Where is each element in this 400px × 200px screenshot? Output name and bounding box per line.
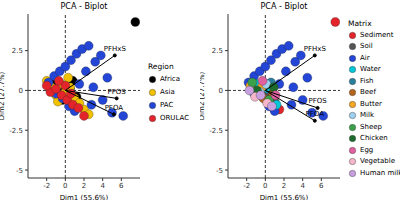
svg-text:Dim2 (27.7%): Dim2 (27.7%) [200,71,206,120]
html-text:PCA - Biplot: PCA - Biplot [60,2,108,11]
svg-text:-5: -5 [16,167,23,175]
html-text:Fish: Fish [360,76,374,85]
svg-text:0: 0 [63,182,67,190]
html-text:Water: Water [360,65,381,73]
svg-text:2: 2 [282,182,286,190]
svg-text:PFHxS: PFHxS [304,45,327,53]
html-text:Asia: Asia [160,88,175,96]
svg-text:PFOS: PFOS [308,97,327,105]
svg-text:-2.5: -2.5 [209,127,223,135]
svg-text:PFOS: PFOS [108,88,127,96]
html-text:Matrix: Matrix [348,19,372,28]
html-text:Sheep: Sheep [360,122,382,131]
svg-text:0: 0 [19,87,23,95]
svg-text:0: 0 [219,87,223,95]
svg-text:Dim1 (55.6%): Dim1 (55.6%) [60,194,109,200]
html-text:Air: Air [360,53,370,62]
svg-text:PFHxS: PFHxS [104,45,127,53]
html-text:ORULAC: ORULAC [160,114,190,122]
html-text:Soil: Soil [360,42,373,50]
html-text:Beef: Beef [360,88,376,96]
svg-text:-5: -5 [216,167,223,175]
svg-text:2.5: 2.5 [212,47,223,55]
html-text:Milk: Milk [360,111,374,119]
svg-text:-2: -2 [243,182,250,190]
html-text:Egg: Egg [360,145,374,154]
svg-text:6: 6 [319,182,324,190]
svg-text:2: 2 [82,182,86,190]
svg-text:Dim1 (55.6%): Dim1 (55.6%) [260,194,309,200]
html-text:Region: Region [148,62,174,71]
html-text:Sediment: Sediment [360,30,394,39]
svg-text:2.5: 2.5 [12,47,23,55]
svg-text:6: 6 [119,182,124,190]
html-text:PCA - Biplot: PCA - Biplot [260,2,308,11]
svg-text:PFOA: PFOA [105,104,124,112]
html-text:Africa: Africa [160,75,180,83]
svg-text:PFOA: PFOA [306,110,325,118]
html-text:Butter: Butter [360,99,382,108]
svg-text:-2.5: -2.5 [9,127,23,135]
svg-text:4: 4 [300,182,305,190]
svg-text:0: 0 [263,182,267,190]
html-text:PAC: PAC [160,101,174,109]
svg-text:-2: -2 [43,182,50,190]
html-text:Vegetable: Vegetable [360,157,395,165]
svg-text:4: 4 [100,182,105,190]
html-text:Chicken: Chicken [360,134,388,142]
